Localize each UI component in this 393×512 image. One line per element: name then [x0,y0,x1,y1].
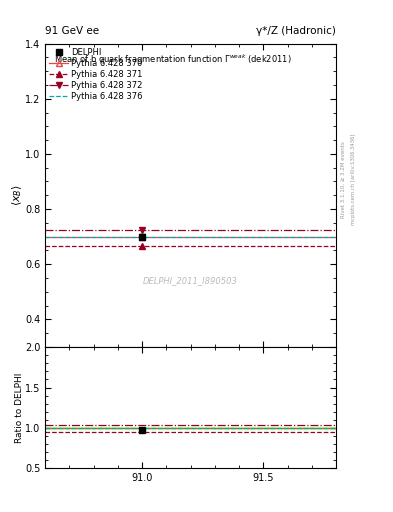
Text: Mean of b quark fragmentation function $\Gamma^{weak}$ (dek2011): Mean of b quark fragmentation function $… [54,53,292,67]
Text: mcplots.cern.ch [arXiv:1306.3436]: mcplots.cern.ch [arXiv:1306.3436] [351,134,356,225]
Bar [45,427,336,429]
Text: DELPHI_2011_I890503: DELPHI_2011_I890503 [143,276,238,285]
Y-axis label: Ratio to DELPHI: Ratio to DELPHI [15,373,24,443]
Legend: DELPHI, Pythia 6.428 370, Pythia 6.428 371, Pythia 6.428 372, Pythia 6.428 376: DELPHI, Pythia 6.428 370, Pythia 6.428 3… [48,46,144,103]
Y-axis label: $\langle x_B \rangle$: $\langle x_B \rangle$ [10,184,24,206]
Text: Rivet 3.1.10, ≥ 3.2M events: Rivet 3.1.10, ≥ 3.2M events [341,141,346,218]
Text: γ*/Z (Hadronic): γ*/Z (Hadronic) [256,26,336,36]
Text: 91 GeV ee: 91 GeV ee [45,26,99,36]
